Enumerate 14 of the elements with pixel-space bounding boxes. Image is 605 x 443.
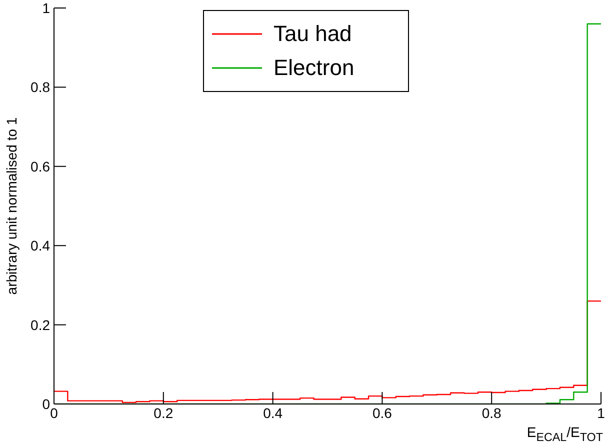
y-tick-label: 0.2: [30, 316, 50, 333]
y-tick-label: 0.4: [30, 238, 50, 254]
y-tick-label: 1: [42, 0, 50, 16]
x-tick-label: 0.6: [372, 404, 392, 421]
legend-label: Tau had: [274, 21, 352, 47]
y-tick-label: 0.6: [30, 158, 50, 174]
legend-label: Electron: [274, 55, 354, 81]
x-tick-label: 0.2: [154, 404, 174, 421]
y-axis-title: arbitrary unit normalised to 1: [4, 117, 20, 295]
y-tick-label: 0.8: [30, 79, 50, 96]
x-tick-label: 0.4: [263, 404, 283, 421]
x-tick-label: 0.8: [482, 404, 502, 421]
x-axis-title: E$_{ECAL}$/E$_{TOT}$: [526, 424, 603, 443]
x-tick-label: 1: [597, 404, 605, 421]
